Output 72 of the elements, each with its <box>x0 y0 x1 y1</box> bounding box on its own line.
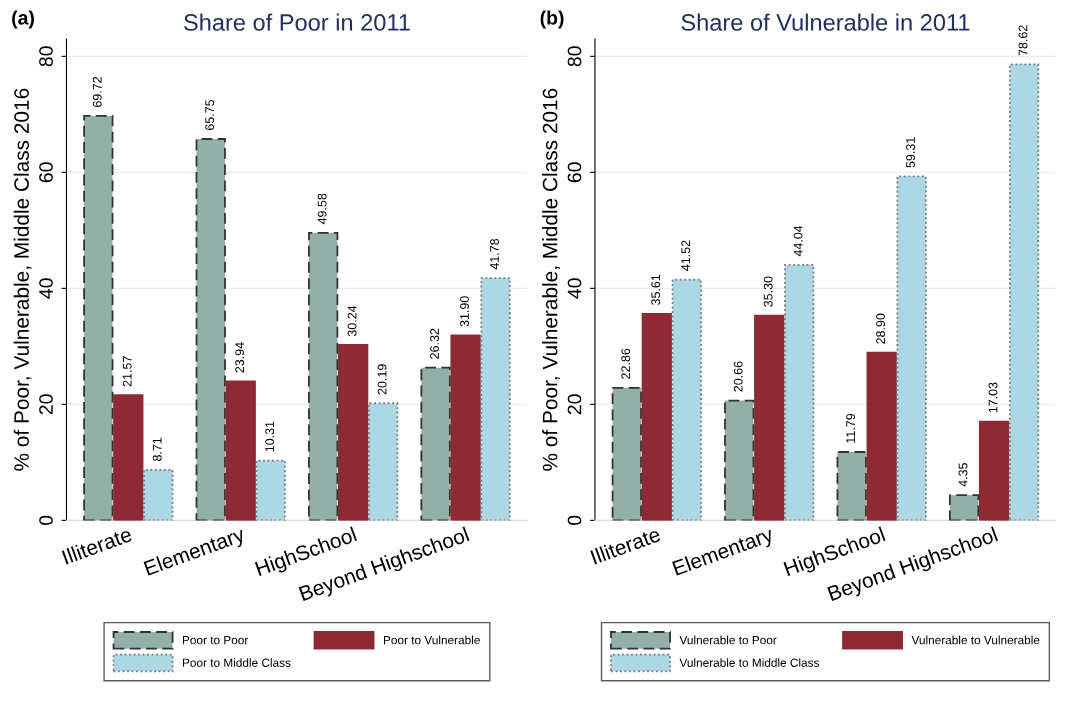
y-axis-title: % of Poor, Vulnerable, Middle Class 2016 <box>13 88 32 471</box>
data-label: 23.94 <box>235 342 245 373</box>
data-label: 30.24 <box>347 305 357 337</box>
y-tick-label: 0 <box>39 515 53 526</box>
bar <box>367 402 399 521</box>
data-label: 28.90 <box>876 313 886 344</box>
bar <box>866 351 897 521</box>
bar <box>1008 63 1040 521</box>
data-label: 44.04 <box>793 225 803 257</box>
data-label: 49.58 <box>317 193 327 225</box>
y-tick-label: 40 <box>567 278 582 299</box>
y-tick-label: 60 <box>39 162 53 183</box>
data-label: 21.57 <box>122 356 132 387</box>
y-tick-label: 20 <box>567 394 582 415</box>
y-tick-label: 80 <box>39 46 53 67</box>
data-label: 20.66 <box>733 361 743 392</box>
bar <box>308 231 339 521</box>
bar <box>480 277 511 521</box>
data-label: 4.35 <box>958 463 968 487</box>
bar <box>338 344 369 521</box>
bar <box>896 175 927 521</box>
bar <box>255 459 286 521</box>
data-label: 8.71 <box>152 437 162 461</box>
data-label: 78.62 <box>1018 25 1028 56</box>
bar <box>113 394 144 521</box>
legend-label: Poor to Poor <box>182 636 249 645</box>
bar <box>978 420 1010 521</box>
data-label: 11.79 <box>846 413 856 443</box>
bar <box>420 366 451 521</box>
data-label: 65.75 <box>205 99 215 131</box>
chart-title: Share of Vulnerable in 2011 <box>681 13 970 31</box>
y-axis-title: % of Poor, Vulnerable, Middle Class 2016 <box>542 88 560 471</box>
y-tick-label: 80 <box>567 46 582 67</box>
data-label: 31.90 <box>460 296 469 327</box>
bar <box>724 399 755 521</box>
legend-label: Poor to Vulnerable <box>383 635 480 645</box>
data-label: 69.72 <box>92 76 102 107</box>
y-tick-label: 0 <box>567 515 582 526</box>
bar <box>225 380 256 521</box>
x-tick-label: Illiterate <box>590 526 662 565</box>
data-label: 35.30 <box>763 276 773 307</box>
legend-label: Poor to Middle Class <box>182 658 291 667</box>
bar <box>836 451 867 521</box>
chart-title: Share of Poor in 2011 <box>184 13 410 31</box>
data-label: 26.32 <box>430 328 439 359</box>
data-label: 59.31 <box>906 137 915 168</box>
bar <box>83 115 114 521</box>
data-label: 41.52 <box>681 240 691 271</box>
data-label: 17.03 <box>988 382 998 413</box>
text: (a) <box>12 10 34 29</box>
bar <box>948 494 980 521</box>
y-tick-label: 20 <box>39 394 53 415</box>
legend-label: Vulnerable to Middle Class <box>679 658 819 667</box>
data-label: 35.61 <box>651 274 661 306</box>
y-tick-label: 60 <box>567 162 582 183</box>
x-tick-label: Illiterate <box>61 526 133 565</box>
y-tick-label: 40 <box>39 278 53 299</box>
data-label: 20.19 <box>377 364 387 395</box>
bar <box>641 312 672 521</box>
text: (b) <box>540 10 564 29</box>
bar <box>671 278 702 521</box>
data-label: 10.31 <box>265 421 275 452</box>
bar <box>450 334 481 521</box>
bar <box>611 386 642 521</box>
data-label: 41.78 <box>490 238 499 270</box>
legend-label: Vulnerable to Vulnerable <box>911 635 1040 645</box>
bar <box>195 138 226 521</box>
bar <box>784 264 815 521</box>
bar <box>754 314 785 521</box>
legend-label: Vulnerable to Poor <box>679 635 777 645</box>
data-label: 22.86 <box>621 348 631 379</box>
bar <box>143 468 174 521</box>
